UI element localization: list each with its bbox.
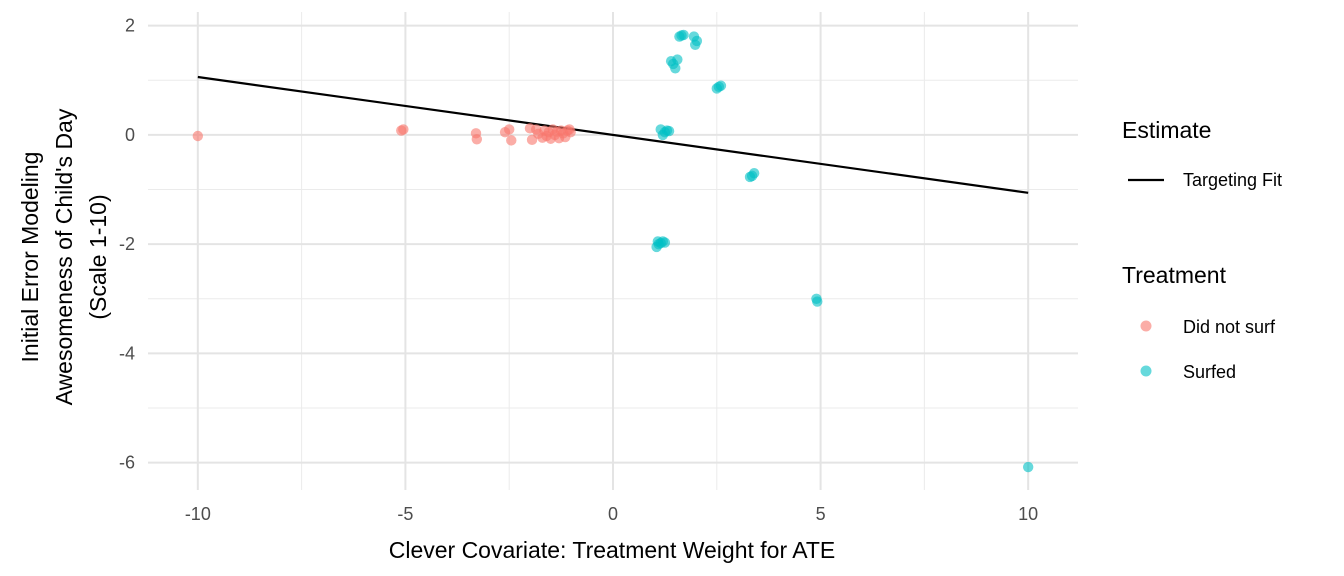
data-point <box>812 296 823 307</box>
legend-did-not-surf-key <box>1140 320 1152 332</box>
y-tick-label: -6 <box>119 453 135 473</box>
y-tick-label: 0 <box>125 125 135 145</box>
data-point <box>565 126 576 138</box>
data-point <box>192 130 204 142</box>
x-tick-label: 10 <box>1018 504 1038 524</box>
data-point <box>691 35 703 47</box>
legend-treatment-title: Treatment <box>1122 262 1227 288</box>
tick-labels: -10 -5 0 5 10 -6 -4 -2 0 2 <box>119 16 1038 524</box>
data-point <box>1022 461 1034 473</box>
data-point <box>715 80 727 91</box>
data-point <box>672 54 683 65</box>
y-tick-label: -4 <box>119 343 135 363</box>
points-layer <box>192 29 1034 473</box>
x-tick-label: 0 <box>608 504 618 524</box>
series-did-not-surf <box>192 123 576 146</box>
data-point <box>678 29 689 41</box>
data-point <box>663 125 675 137</box>
x-tick-label: 5 <box>816 504 826 524</box>
legend-surfed-label: Surfed <box>1183 362 1236 382</box>
data-point <box>471 134 483 145</box>
y-tick-label: 2 <box>125 16 135 36</box>
x-axis-title: Clever Covariate: Treatment Weight for A… <box>389 537 836 563</box>
targeting-fit-line <box>197 75 1029 194</box>
legend-surfed-key <box>1140 365 1152 377</box>
legend-fit-label: Targeting Fit <box>1183 170 1282 190</box>
data-point <box>748 167 760 179</box>
series-surfed <box>651 29 1034 473</box>
y-axis-title-line-1: Initial Error Modeling <box>17 152 43 363</box>
data-point <box>506 135 517 146</box>
data-point <box>398 124 409 135</box>
x-tick-label: -5 <box>397 504 413 524</box>
y-tick-label: -2 <box>119 234 135 254</box>
x-tick-label: -10 <box>185 504 211 524</box>
y-axis-title: Initial Error Modeling Awesomeness of Ch… <box>17 108 111 405</box>
grid-layer <box>148 12 1078 490</box>
y-axis-title-line-3: (Scale 1-10) <box>85 194 111 319</box>
data-point <box>659 237 671 248</box>
fit-line-layer <box>197 75 1029 194</box>
legend-estimate-title: Estimate <box>1122 117 1211 143</box>
legend-did-not-surf-label: Did not surf <box>1183 317 1276 337</box>
data-point <box>670 63 681 74</box>
y-axis-title-line-2: Awesomeness of Child's Day <box>51 108 77 405</box>
legend: Estimate Targeting Fit Treatment Did not… <box>1122 117 1282 382</box>
data-point <box>504 124 515 135</box>
